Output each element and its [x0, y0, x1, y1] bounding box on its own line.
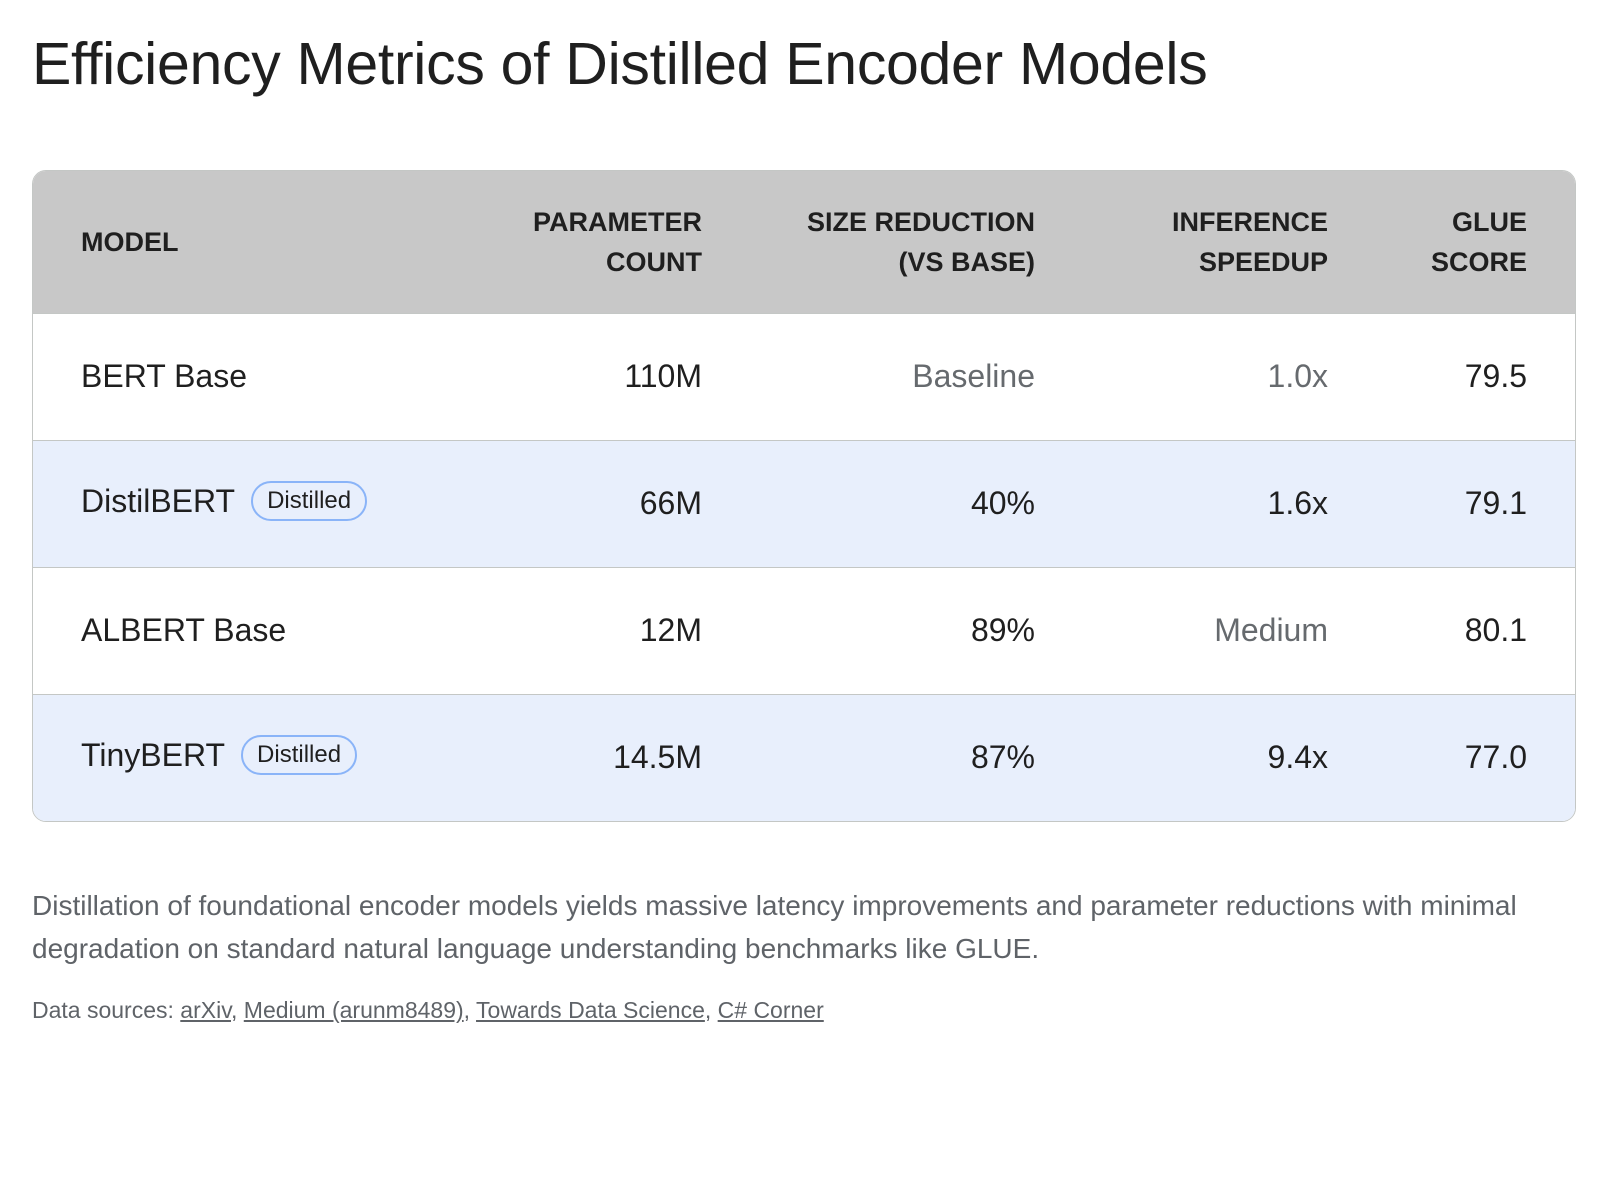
metrics-table-card: MODEL PARAMETER COUNT SIZE REDUCTION (VS…: [32, 170, 1576, 822]
cell-speedup: 1.6x: [1267, 485, 1328, 521]
cell-model: TinyBERT Distilled: [33, 694, 445, 821]
cell-params: 14.5M: [613, 739, 702, 776]
sources-separator: ,: [231, 997, 244, 1023]
table-row: BERT Base 110M Baseline 1.0x 79.5: [33, 313, 1575, 440]
distilled-badge: Distilled: [251, 480, 368, 521]
header-inference-speedup: INFERENCE SPEEDUP: [1171, 206, 1328, 277]
cell-glue: 79.5: [1464, 358, 1527, 394]
header-size-reduction: SIZE REDUCTION (VS BASE): [806, 206, 1035, 277]
model-name: DistilBERT: [81, 483, 236, 520]
metrics-table: MODEL PARAMETER COUNT SIZE REDUCTION (VS…: [33, 171, 1575, 821]
sources-separator: ,: [463, 997, 477, 1023]
description-text: Distillation of foundational encoder mod…: [32, 890, 1517, 964]
cell-size-reduction: 40%: [970, 485, 1035, 521]
page-title: Efficiency Metrics of Distilled Encoder …: [32, 31, 1208, 97]
model-name: ALBERT Base: [81, 612, 287, 648]
cell-params: 110M: [624, 358, 702, 394]
table-row: TinyBERT Distilled 14.5M 87% 9.4x 77.0: [33, 694, 1575, 821]
table-row: DistilBERT Distilled 66M 40% 1.6x 79.1: [33, 440, 1575, 567]
cell-size-reduction: 89%: [970, 612, 1035, 648]
model-name: TinyBERT: [81, 737, 226, 774]
distilled-badge: Distilled: [241, 735, 358, 776]
cell-speedup: 9.4x: [1267, 739, 1328, 776]
sources-separator: ,: [704, 997, 718, 1023]
cell-size-reduction: Baseline: [912, 358, 1035, 394]
cell-size-reduction: 87%: [970, 739, 1035, 776]
cell-glue: 80.1: [1464, 612, 1527, 648]
cell-model: BERT Base: [33, 313, 445, 440]
source-link-csharp-corner[interactable]: C# Corner: [717, 997, 824, 1023]
table-header-row: MODEL PARAMETER COUNT SIZE REDUCTION (VS…: [33, 171, 1575, 313]
cell-glue: 79.1: [1464, 485, 1527, 521]
cell-model: DistilBERT Distilled: [33, 440, 445, 567]
header-parameter-count: PARAMETER COUNT: [532, 206, 702, 277]
source-link-arxiv[interactable]: arXiv: [180, 997, 231, 1023]
data-sources: Data sources: arXiv, Medium (arunm8489),…: [32, 997, 824, 1024]
sources-label: Data sources:: [32, 997, 181, 1023]
cell-glue: 77.0: [1464, 739, 1527, 776]
header-glue-score: GLUE SCORE: [1430, 206, 1527, 277]
table-row: ALBERT Base 12M 89% Medium 80.1: [33, 567, 1575, 694]
source-link-medium[interactable]: Medium (arunm8489): [243, 997, 464, 1023]
cell-speedup: 1.0x: [1267, 358, 1328, 394]
source-link-towards-data-science[interactable]: Towards Data Science: [476, 997, 705, 1023]
cell-model: ALBERT Base: [33, 567, 445, 694]
cell-speedup: Medium: [1214, 612, 1328, 648]
cell-params: 12M: [639, 612, 702, 648]
header-model: MODEL: [81, 226, 179, 257]
model-name: BERT Base: [81, 358, 248, 394]
cell-params: 66M: [639, 485, 702, 521]
